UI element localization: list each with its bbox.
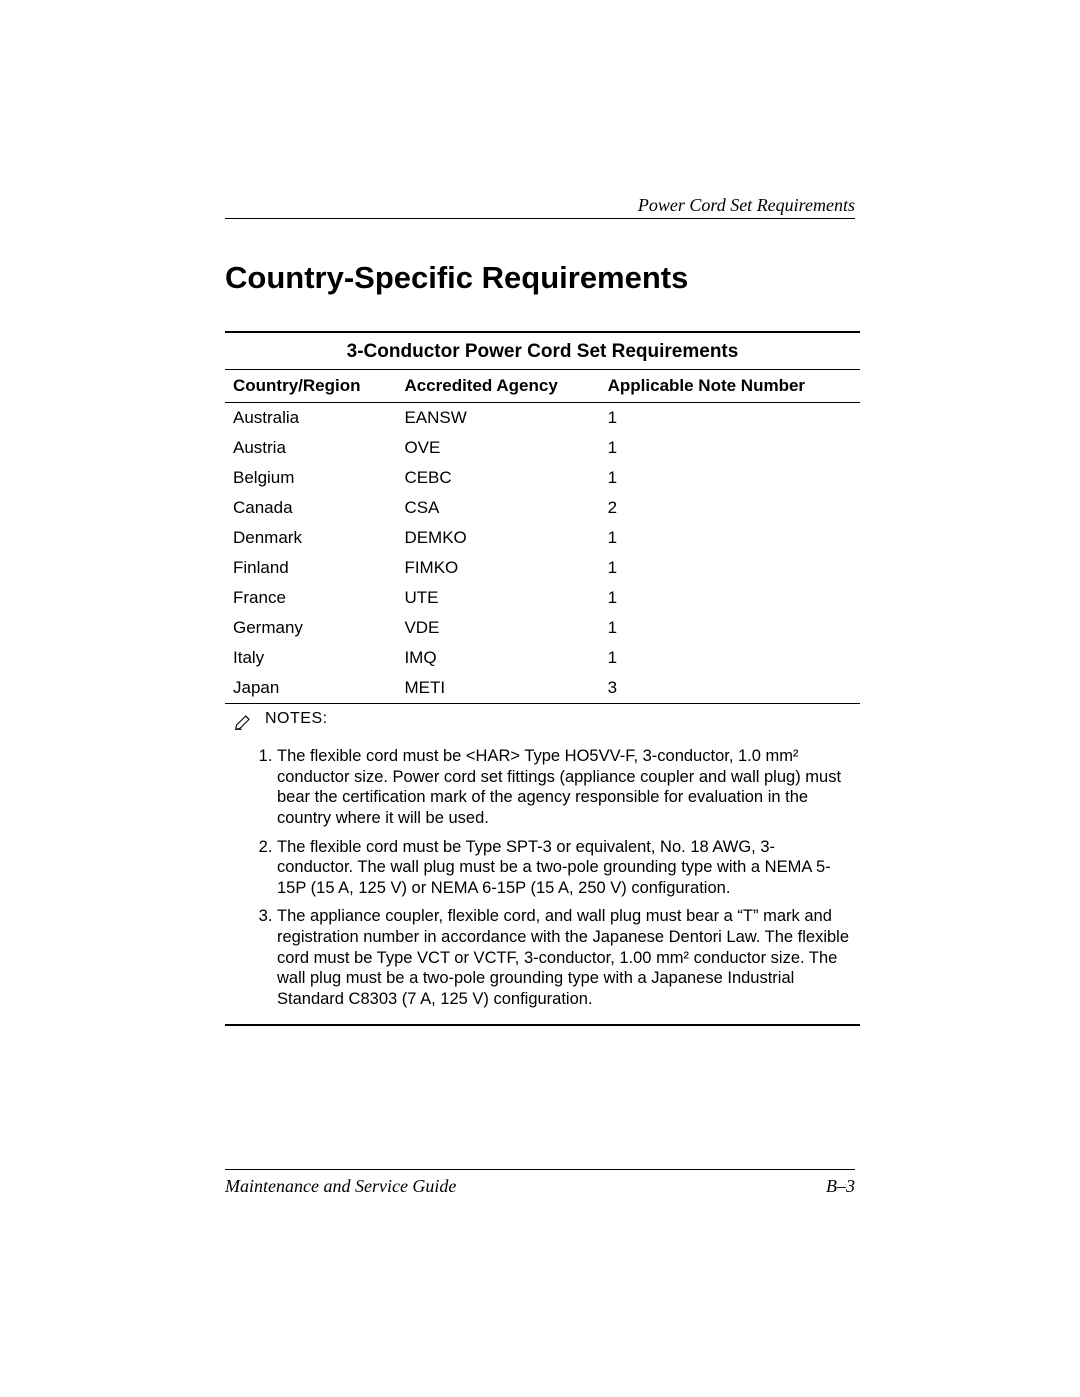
table-cell: EANSW: [396, 403, 599, 434]
table-cell: Australia: [225, 403, 396, 434]
table-cell: VDE: [396, 613, 599, 643]
table-row: DenmarkDEMKO1: [225, 523, 860, 553]
notes-label: NOTES:: [265, 710, 328, 728]
page: Power Cord Set Requirements Country-Spec…: [0, 0, 1080, 1397]
col-header-note: Applicable Note Number: [600, 370, 860, 403]
header-right-text: Power Cord Set Requirements: [638, 195, 855, 216]
note-item: The flexible cord must be Type SPT-3 or …: [277, 833, 860, 903]
table-cell: CSA: [396, 493, 599, 523]
col-header-agency: Accredited Agency: [396, 370, 599, 403]
table-cell: 1: [600, 643, 860, 673]
notes-header: NOTES:: [225, 703, 860, 738]
table-body: AustraliaEANSW1AustriaOVE1BelgiumCEBC1Ca…: [225, 403, 860, 704]
col-header-country: Country/Region: [225, 370, 396, 403]
table-cell: CEBC: [396, 463, 599, 493]
table-title: 3-Conductor Power Cord Set Requirements: [225, 333, 860, 369]
table-cell: IMQ: [396, 643, 599, 673]
table-row: AustraliaEANSW1: [225, 403, 860, 434]
footer-rule: [225, 1169, 855, 1170]
table-row: BelgiumCEBC1: [225, 463, 860, 493]
table-cell: 1: [600, 433, 860, 463]
table-cell: Finland: [225, 553, 396, 583]
table-cell: 2: [600, 493, 860, 523]
table-cell: Belgium: [225, 463, 396, 493]
table-row: GermanyVDE1: [225, 613, 860, 643]
table-cell: Denmark: [225, 523, 396, 553]
table-cell: Canada: [225, 493, 396, 523]
table-row: AustriaOVE1: [225, 433, 860, 463]
table-cell: 3: [600, 673, 860, 703]
note-item: The flexible cord must be <HAR> Type HO5…: [277, 742, 860, 833]
table-cell: UTE: [396, 583, 599, 613]
table-cell: 1: [600, 583, 860, 613]
table-cell: 1: [600, 403, 860, 434]
table-cell: Germany: [225, 613, 396, 643]
table-cell: Austria: [225, 433, 396, 463]
requirements-table-wrap: 3-Conductor Power Cord Set Requirements …: [225, 331, 860, 1026]
note-item: The appliance coupler, flexible cord, an…: [277, 902, 860, 1013]
table-cell: 1: [600, 553, 860, 583]
page-footer: Maintenance and Service Guide B–3: [225, 1169, 855, 1197]
table-cell: 1: [600, 613, 860, 643]
table-cell: Italy: [225, 643, 396, 673]
table-cell: 1: [600, 523, 860, 553]
table-cell: Japan: [225, 673, 396, 703]
table-row: FinlandFIMKO1: [225, 553, 860, 583]
page-heading: Country-Specific Requirements: [225, 260, 860, 296]
table-cell: OVE: [396, 433, 599, 463]
notes-list: The flexible cord must be <HAR> Type HO5…: [225, 742, 860, 1014]
table-row: CanadaCSA2: [225, 493, 860, 523]
note-pencil-icon: [233, 711, 255, 736]
table-row: ItalyIMQ1: [225, 643, 860, 673]
table-cell: METI: [396, 673, 599, 703]
table-row: JapanMETI3: [225, 673, 860, 703]
table-header-row: Country/Region Accredited Agency Applica…: [225, 370, 860, 403]
requirements-table: Country/Region Accredited Agency Applica…: [225, 369, 860, 703]
table-cell: FIMKO: [396, 553, 599, 583]
table-cell: DEMKO: [396, 523, 599, 553]
footer-right: B–3: [826, 1176, 855, 1197]
footer-left: Maintenance and Service Guide: [225, 1176, 456, 1197]
table-cell: France: [225, 583, 396, 613]
header-rule: [225, 218, 855, 219]
table-cell: 1: [600, 463, 860, 493]
table-row: FranceUTE1: [225, 583, 860, 613]
